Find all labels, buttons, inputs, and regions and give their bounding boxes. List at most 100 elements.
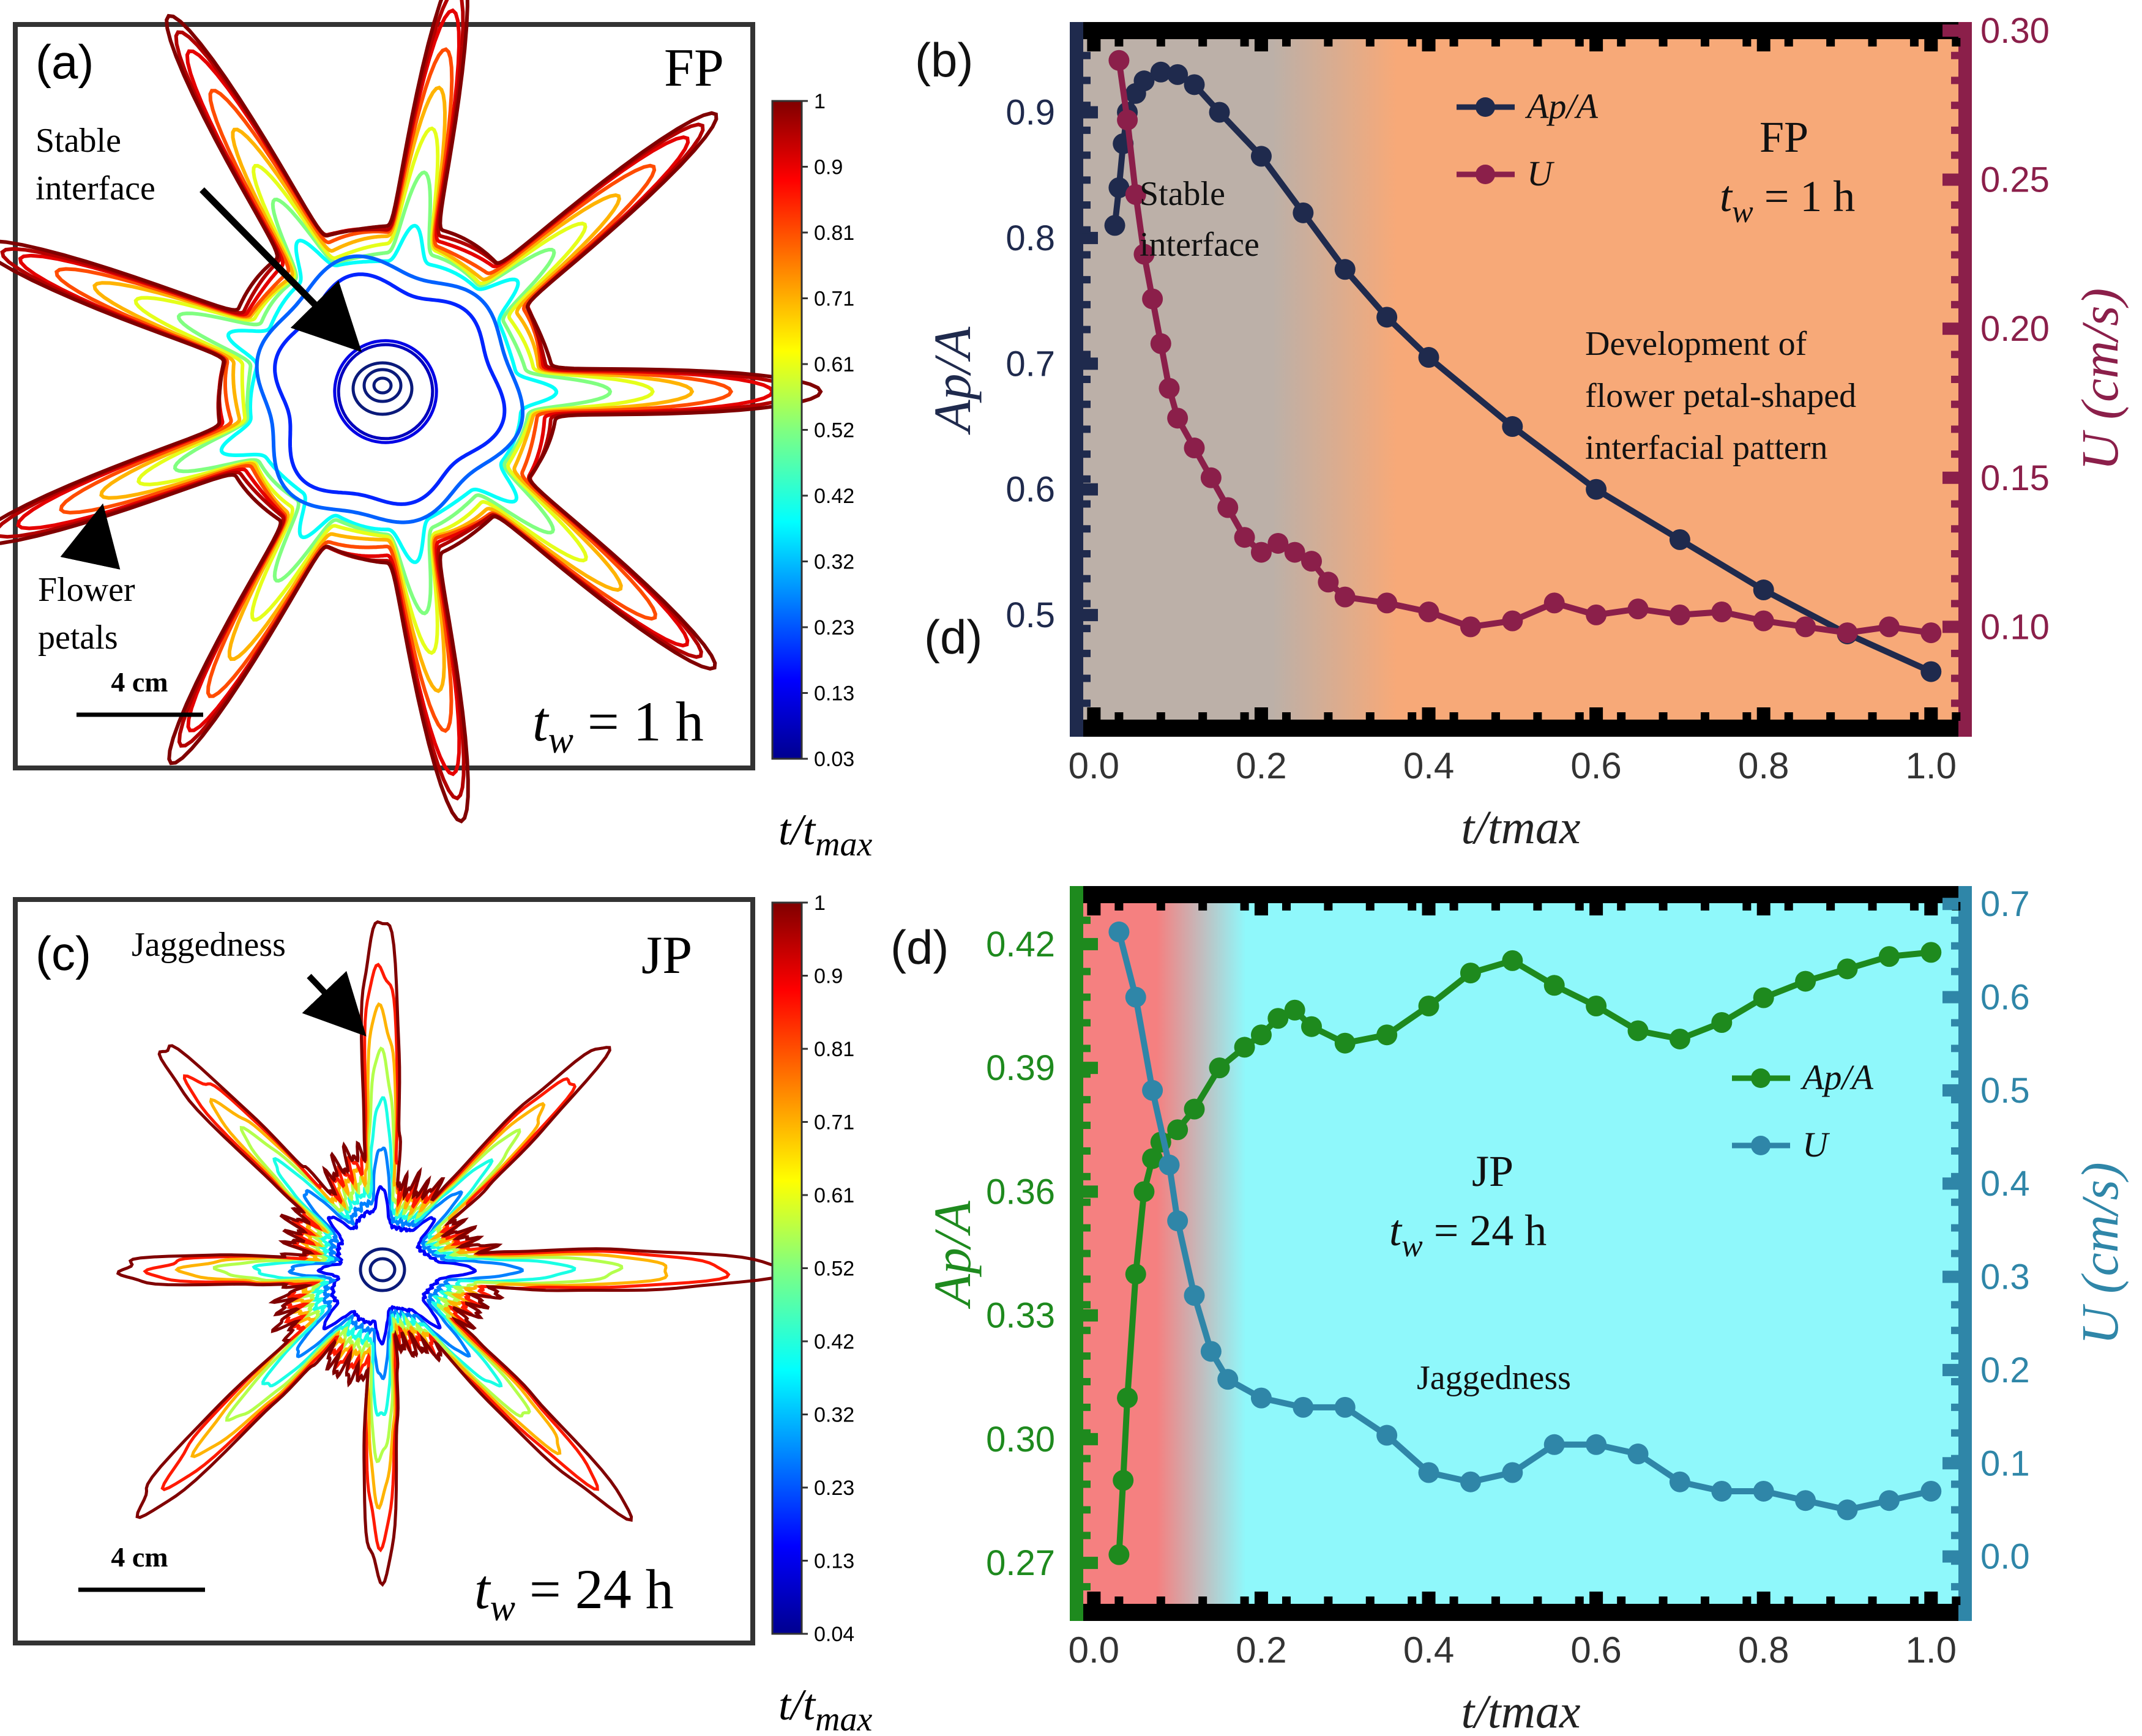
contour-petal xyxy=(92,85,695,693)
data-point xyxy=(1167,64,1189,85)
x-minor-tick xyxy=(1198,902,1207,911)
y-left-minor-tick xyxy=(1082,942,1091,950)
y-left-minor-tick xyxy=(1082,1557,1091,1565)
y-right-tick-label: 0.4 xyxy=(1980,1164,2030,1204)
colorbar-label-slash: /t xyxy=(788,805,816,854)
colorbar-c-tick-label: 1 xyxy=(814,892,826,915)
x-minor-tick xyxy=(1826,902,1835,911)
y-right-tick-label: 0.15 xyxy=(1980,458,2050,498)
y-right-minor-tick xyxy=(1951,1122,1960,1130)
contour-core xyxy=(351,361,414,416)
colorbar-c: 1 0.9 0.81 0.71 0.61 0.52 0.42 0.32 0.23 0.13 0.04… xyxy=(771,892,872,1736)
data-point xyxy=(1586,1434,1607,1455)
y-right-tick-mark xyxy=(1942,898,1958,911)
data-point xyxy=(1837,1499,1858,1521)
x-minor-tick xyxy=(1659,712,1668,721)
data-point xyxy=(1334,586,1356,608)
x-tick-mark xyxy=(1254,902,1268,915)
y-left-minor-tick xyxy=(1082,1172,1091,1180)
data-point xyxy=(1125,184,1146,205)
y-left-minor-tick xyxy=(1082,51,1091,59)
data-point xyxy=(1460,1471,1481,1492)
annot-petals-arrow xyxy=(60,503,121,570)
x-minor-tick xyxy=(1114,1596,1124,1605)
data-point xyxy=(1209,1057,1230,1079)
x-minor-tick xyxy=(1324,38,1333,47)
y-right-tick-mark xyxy=(1942,1084,1958,1097)
data-point xyxy=(1795,616,1816,638)
contour-petal xyxy=(54,47,734,733)
panel-a-label: (a) xyxy=(35,35,94,89)
data-point xyxy=(1753,610,1774,631)
x-tick-mark xyxy=(1756,902,1771,915)
data-point xyxy=(1284,542,1305,563)
y-right-minor-tick xyxy=(1951,1506,1960,1514)
x-minor-tick xyxy=(1909,1596,1919,1605)
colorbar-c-tick-label: 0.52 xyxy=(814,1257,854,1281)
tw-space xyxy=(1753,172,1764,221)
x-tick-label: 0.2 xyxy=(1236,745,1286,786)
axis-bottom xyxy=(1071,720,1971,737)
x-minor-tick xyxy=(1282,38,1291,47)
x-minor-tick xyxy=(1617,902,1626,911)
data-point xyxy=(1133,1181,1155,1202)
y-left-minor-tick xyxy=(1082,550,1091,557)
data-point xyxy=(1711,602,1733,622)
y-left-minor-tick xyxy=(1082,1352,1091,1360)
y-left-minor-tick xyxy=(1082,1583,1091,1591)
x-minor-tick xyxy=(1617,38,1626,47)
y-right-axis-title: U (cm/s) xyxy=(2070,288,2129,471)
annot-development-line1: Development of xyxy=(1585,325,1807,363)
data-point xyxy=(1301,1016,1323,1037)
annot-stable-line1: Stable xyxy=(1140,175,1225,213)
data-point xyxy=(1159,378,1180,399)
colorbar-c-tick-label: 0.81 xyxy=(814,1038,854,1061)
y-left-minor-tick xyxy=(1082,674,1091,682)
y-right-minor-tick xyxy=(1951,1557,1960,1565)
x-tick-label: 0.6 xyxy=(1570,745,1621,786)
y-right-minor-tick xyxy=(1951,1250,1960,1257)
y-left-minor-tick xyxy=(1082,1506,1091,1514)
data-point xyxy=(1837,958,1858,980)
x-minor-tick xyxy=(1449,38,1458,47)
annot-jaggedness: Jaggedness xyxy=(132,926,286,964)
data-point xyxy=(1418,347,1439,368)
y-right-minor-tick xyxy=(1951,1480,1960,1488)
y-left-tick-label: 0.6 xyxy=(1006,470,1055,510)
y-left-tick-label: 0.33 xyxy=(986,1296,1055,1336)
x-tick-mark xyxy=(1756,1592,1771,1605)
legend-marker xyxy=(1751,1136,1771,1155)
tw-value: = 24 h xyxy=(1434,1206,1547,1255)
y-right-minor-tick xyxy=(1951,276,1960,284)
y-right-minor-tick xyxy=(1951,1377,1960,1385)
data-point xyxy=(1117,1387,1138,1409)
data-point xyxy=(1108,177,1130,198)
x-minor-tick xyxy=(1365,1596,1375,1605)
x-axis-title: t/tmax xyxy=(1461,1685,1581,1736)
y-left-minor-tick xyxy=(1082,1122,1091,1130)
y-left-minor-tick xyxy=(1082,151,1091,159)
y-right-minor-tick xyxy=(1951,1224,1960,1232)
x-minor-tick xyxy=(1909,38,1919,47)
data-point xyxy=(1318,572,1339,593)
colorbar-a-tick-label: 0.71 xyxy=(814,288,854,311)
annot-stable-line1: Stable xyxy=(35,122,121,160)
legend-label: Ap/A xyxy=(1524,86,1599,126)
x-minor-tick xyxy=(1491,712,1500,721)
annot-stable-line2: interface xyxy=(35,170,155,207)
y-right-minor-tick xyxy=(1951,176,1960,184)
y-right-minor-tick xyxy=(1951,126,1960,134)
y-right-minor-tick xyxy=(1951,575,1960,583)
y-left-minor-tick xyxy=(1082,201,1091,209)
y-left-minor-tick xyxy=(1082,251,1091,259)
x-minor-tick xyxy=(1617,1596,1626,1605)
data-point xyxy=(1753,987,1774,1008)
data-point xyxy=(1795,1490,1816,1511)
y-right-minor-tick xyxy=(1951,1532,1960,1540)
y-right-minor-tick xyxy=(1951,1147,1960,1155)
x-minor-tick xyxy=(1282,902,1291,911)
y-left-minor-tick xyxy=(1082,326,1091,333)
y-right-minor-tick xyxy=(1951,1045,1960,1052)
tw-sub: w xyxy=(1732,195,1753,229)
data-point xyxy=(1267,532,1289,554)
